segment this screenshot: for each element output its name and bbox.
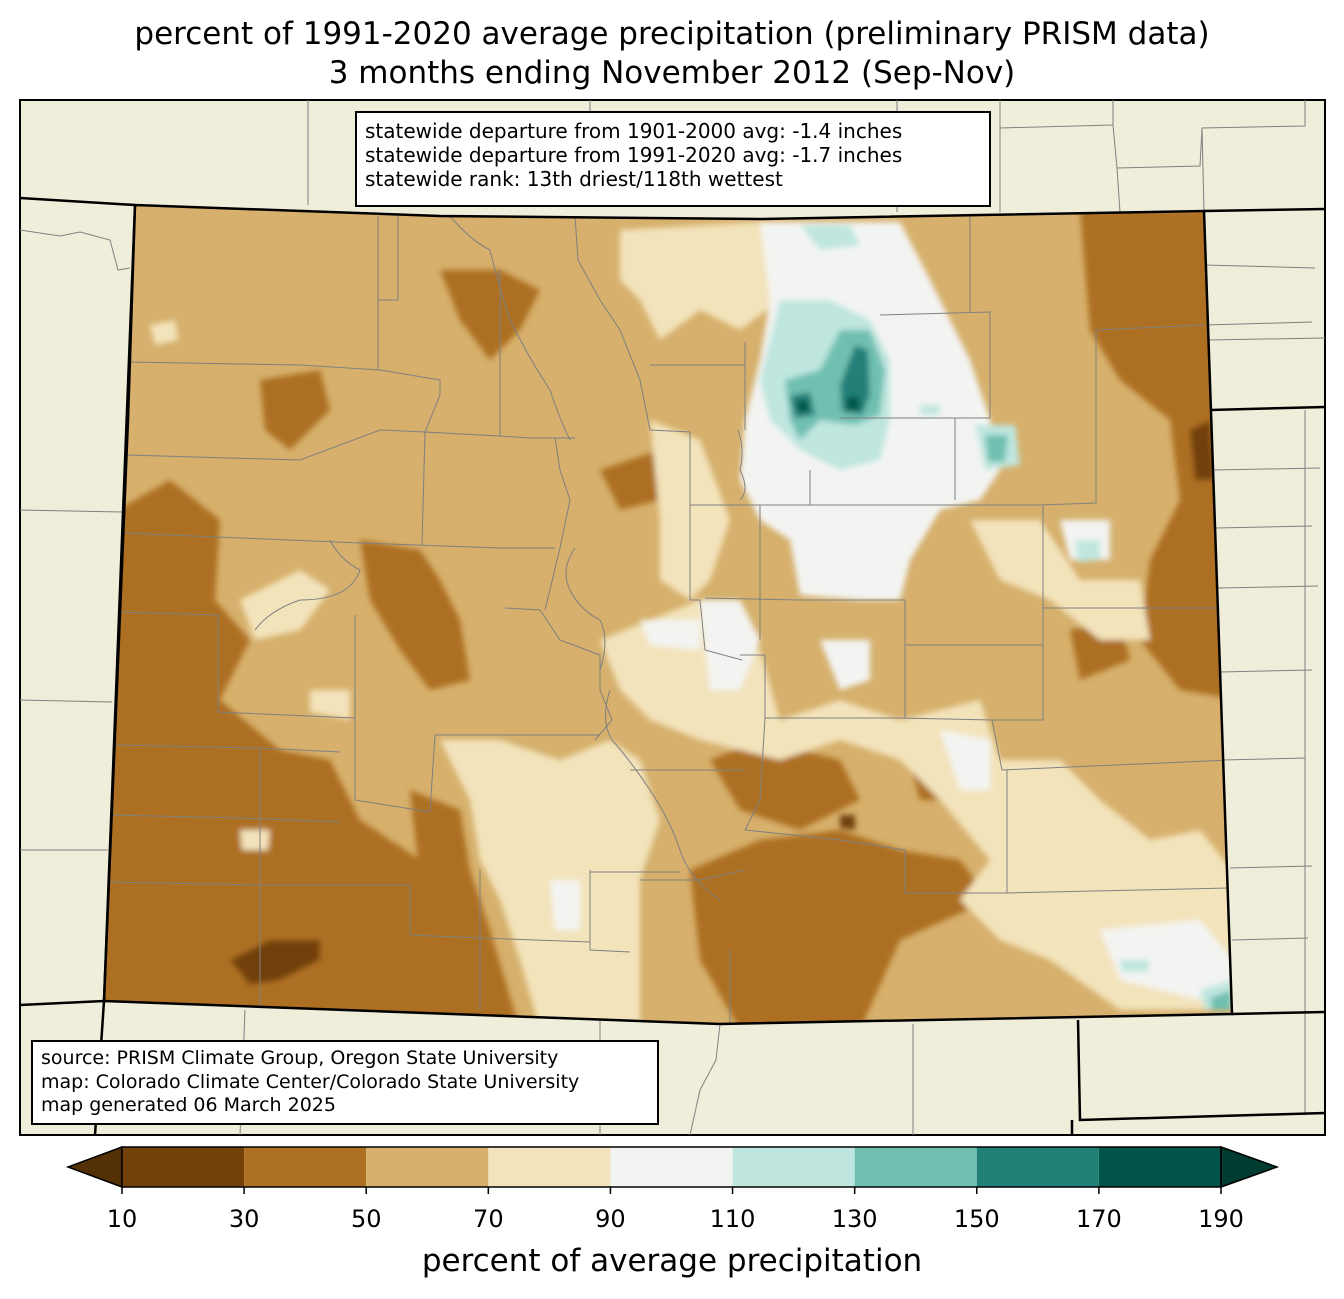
precipitation-field: [104, 205, 1232, 1024]
colorbar-tick-label: 30: [228, 1205, 260, 1233]
colorbar-tick-label: 70: [473, 1205, 504, 1233]
colorbar-bin-70-90: [488, 1147, 611, 1187]
source-line: source: PRISM Climate Group, Oregon Stat…: [41, 1047, 559, 1069]
colorbar-over-arrow: [1220, 1145, 1280, 1189]
colorbar-tick-label: 190: [1198, 1205, 1244, 1233]
colorbar-tick-label: 130: [831, 1205, 878, 1233]
colorbar-bin-150-170: [976, 1147, 1099, 1187]
generated-date-line: map generated 06 March 2025: [41, 1094, 336, 1116]
stats-rank: statewide rank: 13th driest/118th wettes…: [365, 167, 783, 191]
map-credit-line: map: Colorado Climate Center/Colorado St…: [41, 1070, 580, 1093]
colorbar-tick-label: 150: [953, 1205, 1000, 1233]
colorbar-frame: [121, 1146, 1222, 1188]
map-title-line1: percent of 1991-2020 average precipitati…: [134, 16, 1210, 52]
colorbar-tick-label: 10: [106, 1205, 138, 1233]
colorbar-tick-label: 170: [1075, 1205, 1122, 1233]
colorbar-bin-110-130: [732, 1147, 855, 1187]
colorbar-tick-label: 110: [709, 1205, 756, 1233]
colorbar-tick-label: 50: [350, 1205, 382, 1233]
colorbar-bin-130-150: [854, 1147, 977, 1187]
stats-departure-1991-2020: statewide departure from 1991-2020 avg: …: [365, 143, 903, 167]
source-credit-box: source: PRISM Climate Group, Oregon Stat…: [31, 1040, 659, 1125]
county-lines: [107, 215, 1231, 1024]
map-title-line2: 3 months ending November 2012 (Sep-Nov): [328, 55, 1016, 91]
colorbar-bin-50-70: [366, 1147, 489, 1187]
colorbar-bin-90-110: [610, 1147, 733, 1187]
colorbar-bin-10-30: [122, 1147, 245, 1187]
colorbar-label: percent of average precipitation: [421, 1243, 923, 1279]
colorbar-tick-label: 90: [595, 1205, 626, 1233]
stats-departure-1901-2000: statewide departure from 1901-2000 avg: …: [365, 119, 903, 143]
colorbar-bin-170-190: [1098, 1147, 1221, 1187]
statewide-stats-box: statewide departure from 1901-2000 avg: …: [355, 111, 991, 207]
colorado-border: [102, 203, 1234, 1026]
colorbar-bin-30-50: [244, 1147, 367, 1187]
colorbar-under-arrow: [65, 1145, 123, 1189]
